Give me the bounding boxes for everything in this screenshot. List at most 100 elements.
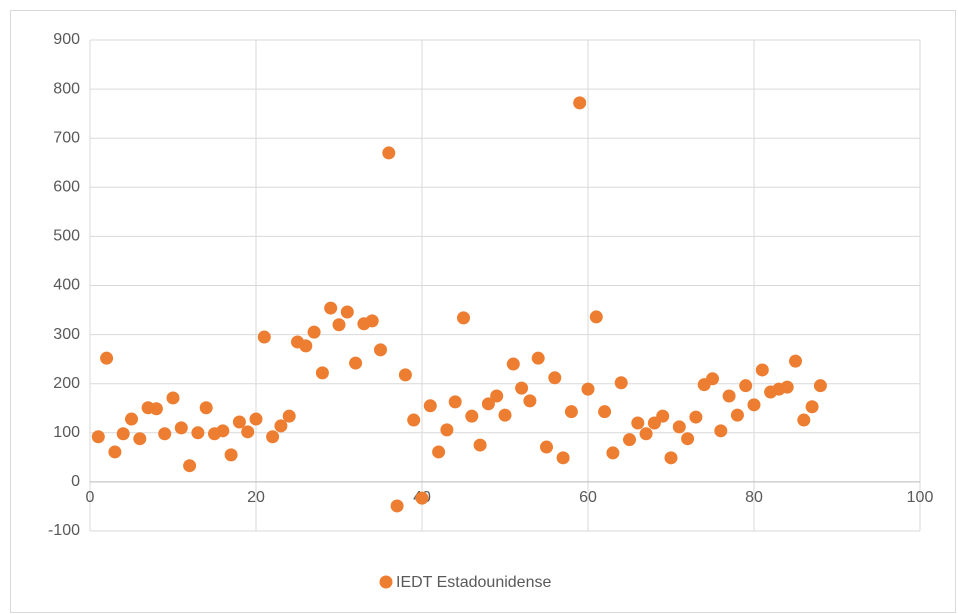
data-point	[548, 371, 562, 385]
data-point	[598, 405, 612, 419]
legend-label: IEDT Estadounidense	[396, 574, 551, 591]
data-point	[274, 419, 288, 433]
data-point	[432, 445, 446, 459]
data-point	[349, 356, 363, 370]
data-point	[374, 343, 387, 357]
data-point	[457, 311, 470, 325]
data-point	[257, 330, 271, 344]
data-point	[515, 381, 529, 395]
data-point	[448, 395, 462, 409]
data-point	[523, 394, 537, 408]
data-point	[747, 398, 761, 412]
data-point	[365, 314, 379, 328]
data-point	[672, 420, 686, 434]
data-point	[805, 400, 819, 414]
data-point	[282, 409, 296, 423]
x-tick-label: 20	[247, 489, 265, 506]
data-point	[340, 305, 354, 319]
data-point	[739, 379, 753, 393]
data-point	[465, 409, 479, 423]
data-point	[664, 451, 678, 465]
data-point	[191, 426, 205, 440]
y-tick-label: 800	[53, 80, 80, 97]
data-point	[714, 424, 728, 438]
data-point	[407, 413, 421, 427]
data-point	[573, 96, 587, 110]
y-tick-label: 600	[53, 179, 80, 196]
data-point	[656, 409, 670, 423]
chart-frame	[10, 10, 956, 613]
y-tick-label: 100	[53, 424, 80, 441]
data-point	[125, 412, 138, 426]
y-tick-label: 500	[53, 228, 80, 245]
data-point	[423, 399, 437, 413]
data-point	[490, 389, 504, 403]
data-point	[780, 380, 794, 394]
data-point	[108, 445, 122, 459]
data-point	[623, 433, 636, 447]
data-point	[797, 413, 811, 427]
data-point	[149, 402, 163, 416]
data-point	[498, 408, 512, 422]
data-point	[91, 430, 105, 444]
data-point	[133, 432, 147, 446]
data-point	[232, 415, 246, 429]
data-point	[440, 423, 454, 437]
data-point	[564, 405, 578, 419]
data-point	[556, 451, 570, 465]
data-point	[481, 397, 495, 411]
data-point	[722, 389, 736, 403]
data-point	[706, 372, 719, 386]
data-point	[415, 491, 429, 505]
y-tick-label: 300	[53, 326, 80, 343]
data-point	[506, 357, 520, 371]
data-point	[390, 499, 404, 513]
data-point	[398, 368, 412, 382]
data-point	[614, 376, 628, 390]
data-point	[199, 401, 213, 415]
data-point	[249, 412, 263, 426]
data-point	[266, 430, 280, 444]
data-point	[755, 363, 769, 377]
data-point	[158, 427, 172, 441]
data-point	[216, 424, 230, 438]
data-point	[324, 301, 338, 315]
data-point	[307, 325, 321, 339]
data-point	[315, 366, 329, 380]
x-tick-label: 80	[745, 489, 763, 506]
data-point	[606, 446, 620, 460]
data-point	[100, 351, 114, 365]
legend-marker	[379, 575, 393, 589]
x-tick-label: 60	[579, 489, 597, 506]
data-point	[224, 448, 238, 462]
data-point	[382, 146, 396, 160]
data-point	[531, 351, 545, 365]
data-point	[789, 354, 802, 368]
data-point	[581, 382, 595, 396]
y-tick-label: 200	[53, 375, 80, 392]
data-point	[681, 432, 695, 446]
x-tick-label: 100	[907, 489, 934, 506]
data-point	[730, 408, 744, 422]
y-tick-label: -100	[48, 522, 80, 539]
data-point	[299, 339, 313, 353]
data-point	[183, 459, 197, 473]
y-tick-label: 400	[53, 277, 80, 294]
y-tick-label: 900	[53, 31, 80, 48]
data-point	[174, 421, 188, 435]
data-point	[116, 427, 130, 441]
data-point	[540, 440, 553, 454]
data-point	[332, 318, 346, 332]
y-tick-label: 700	[53, 129, 80, 146]
data-point	[589, 310, 603, 324]
y-tick-label: 0	[71, 473, 80, 490]
data-point	[631, 416, 645, 430]
x-tick-label: 0	[86, 489, 95, 506]
data-point	[241, 425, 255, 439]
data-point	[166, 391, 180, 405]
data-point	[813, 379, 827, 393]
data-point	[689, 410, 703, 424]
data-point	[639, 427, 653, 441]
data-point	[473, 438, 487, 452]
